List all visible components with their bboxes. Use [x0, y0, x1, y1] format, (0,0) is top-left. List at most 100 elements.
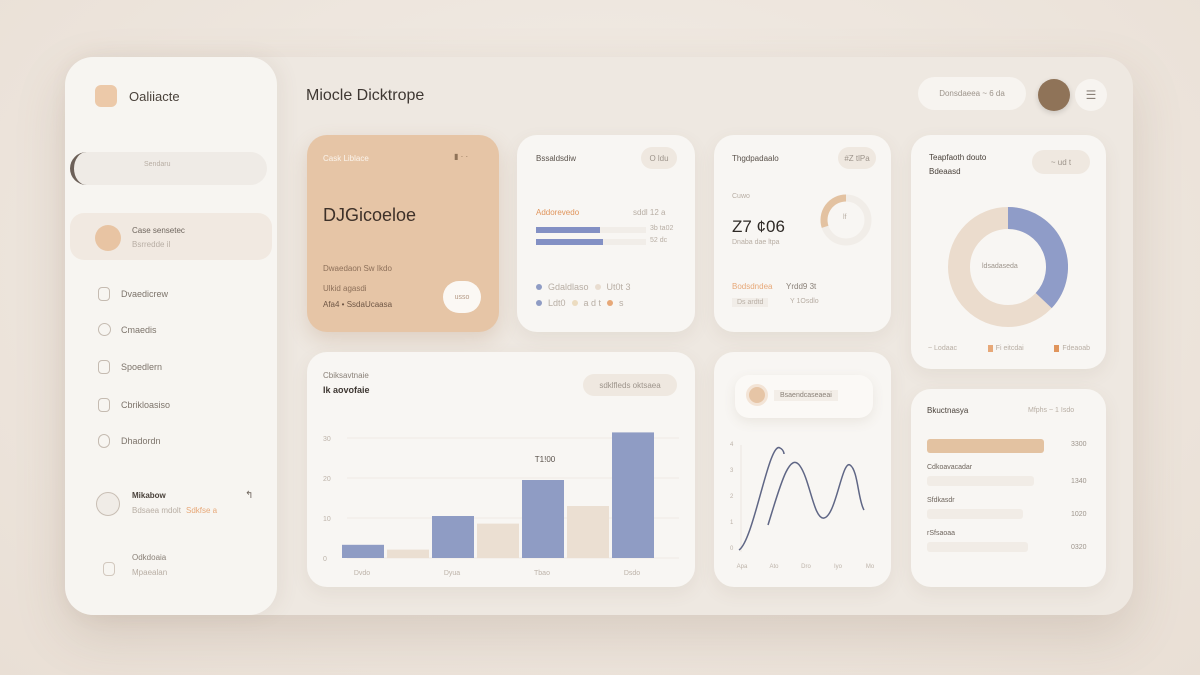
- donut-card: [911, 135, 1106, 369]
- profile-detail: Bdsaea mdolt: [132, 506, 181, 515]
- progress-fill: [536, 239, 604, 245]
- donut-card-title: Teapfaoth douto: [929, 153, 987, 162]
- line-card-icon: [746, 384, 768, 406]
- gauge: [820, 194, 872, 246]
- bar-chart: 0 10 20 30 Dvdo Dyua Tbao Dsdo T1!00: [323, 432, 679, 577]
- shield-icon: [98, 287, 110, 301]
- bar: [387, 549, 429, 558]
- sidebar-item-4[interactable]: [98, 434, 110, 448]
- x-tick-label: Iyo: [834, 564, 843, 570]
- gauge-fill: [820, 194, 847, 228]
- profile-avatar[interactable]: [96, 492, 120, 516]
- legend-label: ~ Lodaac: [928, 345, 957, 352]
- progress-highlight-value: sddl 12 a: [633, 208, 666, 217]
- list-row-value: 1340: [1071, 478, 1087, 485]
- x-tick-label: Dro: [801, 564, 811, 570]
- sidebar-item-label[interactable]: Cmaedis: [121, 325, 157, 335]
- stat-card-pill[interactable]: #Z tlPa: [838, 147, 876, 169]
- profile-tag: Sdkfse a: [186, 506, 218, 515]
- footer-title: Odkdoaia: [132, 553, 167, 562]
- list-row[interactable]: Sfdkasdr: [927, 497, 1067, 507]
- bar: [432, 516, 474, 558]
- legend-label: Ut0t 3: [606, 282, 631, 292]
- legend-dot: [571, 300, 578, 306]
- search-input[interactable]: Sendaru: [70, 152, 267, 185]
- chart-subtitle: Ik aovofaie: [323, 385, 370, 395]
- bar: [342, 544, 384, 558]
- progress-legend: Gdaldlaso Ut0t 3: [536, 282, 631, 292]
- bar: [477, 523, 519, 558]
- series-line: [767, 461, 865, 526]
- feature-card-line: Afa4 • SsdaUcaasa: [323, 300, 393, 309]
- date-range-pill[interactable]: Donsdaeea ~ 6 da: [918, 77, 1026, 110]
- stat-caption: Cuwo: [732, 193, 750, 200]
- stat-foot: Y 1Osdlo: [790, 298, 819, 305]
- legend-label: Fdeaoab: [1054, 345, 1090, 352]
- feature-card-button[interactable]: usso: [443, 281, 481, 313]
- calendar-icon: [98, 398, 110, 412]
- sidebar-item-3[interactable]: [98, 398, 110, 412]
- list-card-filter[interactable]: Mfphs ~ 1 Isdo: [1028, 407, 1075, 414]
- feature-card-more-icon[interactable]: ▮ · ·: [454, 152, 469, 161]
- clock-icon: [98, 323, 111, 336]
- sidebar: [65, 57, 277, 615]
- date-range-label: Donsdaeea ~ 6 da: [939, 89, 1005, 98]
- x-tick-label: Dvdo: [354, 570, 370, 577]
- feature-card-value: DJGicoeloe: [323, 205, 417, 225]
- list-row-value: 3300: [1071, 441, 1087, 448]
- donut-card-pill[interactable]: ~ ud t: [1032, 150, 1090, 174]
- stat-orange-value: Yrdd9 3t: [786, 282, 817, 291]
- line-chart: 0 1 2 3 4 Apa Ato Dro Iyo Mo: [730, 442, 875, 570]
- page-title: Miocle Dicktrope: [306, 87, 425, 104]
- legend-label: Fi eitcdai: [987, 345, 1024, 352]
- progress-value: 3b ta02: [650, 225, 674, 232]
- y-tick-label: 1: [730, 520, 734, 526]
- y-tick-label: 3: [730, 468, 734, 474]
- donut-segment-blue: [1007, 207, 1068, 309]
- avatar[interactable]: [1038, 79, 1070, 111]
- chart-title: Cbiksavtnaie: [323, 371, 369, 380]
- list-row-value: 1020: [1071, 511, 1087, 518]
- list-row[interactable]: rSfsaoaa: [927, 530, 1067, 540]
- x-tick-label: Ato: [769, 564, 779, 570]
- list-row-value: 0320: [1071, 544, 1087, 551]
- x-tick-label: Dsdo: [624, 570, 640, 577]
- active-item-icon: [95, 225, 121, 251]
- sidebar-item-label[interactable]: Dhadordn: [121, 436, 161, 446]
- progress-card-pill[interactable]: O ldu: [641, 147, 677, 169]
- feature-card-label: Cask Liblace: [323, 154, 369, 163]
- x-tick-label: Tbao: [534, 570, 550, 577]
- sidebar-item-label[interactable]: Spoedlern: [121, 362, 163, 372]
- y-tick-label: 0: [730, 546, 734, 552]
- progress-track: [536, 227, 646, 233]
- bar: [567, 506, 609, 558]
- y-tick-label: 30: [323, 436, 331, 443]
- document-icon: [98, 360, 110, 374]
- legend-dot: [536, 300, 542, 306]
- x-tick-label: Mo: [866, 564, 875, 570]
- line-card-pill-label: Bsaendcaseaeai: [774, 390, 838, 401]
- expand-arrow-icon[interactable]: ↰: [245, 490, 254, 501]
- legend-dot: [607, 300, 614, 306]
- sidebar-item-1[interactable]: [98, 323, 111, 336]
- list-row-label: Cdkoavacadar: [927, 464, 973, 471]
- list-row[interactable]: Cdkoavacadar: [927, 464, 1067, 474]
- donut-chart: [948, 207, 1068, 327]
- stat-orange-label: Bodsdndea: [732, 282, 773, 291]
- legend-label: s: [619, 298, 624, 308]
- list-row-bar: [927, 476, 1034, 486]
- sidebar-item-label[interactable]: Dvaedicrew: [121, 289, 169, 299]
- stat-value: Z7 ¢06: [732, 217, 785, 236]
- bar: [612, 432, 654, 558]
- y-tick-label: 10: [323, 516, 331, 523]
- list-card: [911, 389, 1106, 587]
- sidebar-item-label[interactable]: Cbrikloasiso: [121, 400, 171, 410]
- chart-filter-pill[interactable]: sdklfleds oktsaea: [583, 374, 677, 396]
- x-tick-label: Apa: [737, 564, 748, 570]
- list-row-bar: [927, 509, 1024, 519]
- footer-icon: [103, 562, 115, 576]
- sidebar-item-0[interactable]: [98, 287, 110, 301]
- menu-button[interactable]: ☰: [1075, 79, 1107, 111]
- progress-legend-2: Ldt0 a d t s: [536, 298, 624, 308]
- sidebar-item-2[interactable]: [98, 360, 110, 374]
